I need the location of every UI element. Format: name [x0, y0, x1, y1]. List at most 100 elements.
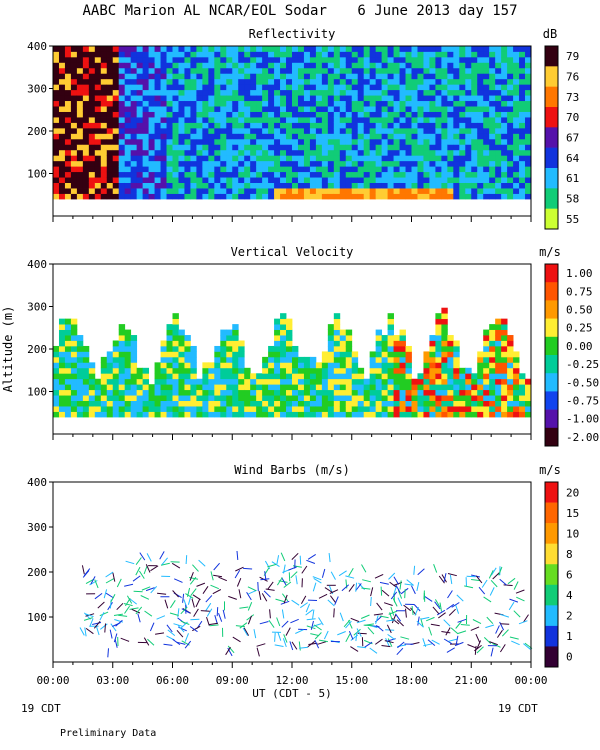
wind-barb [92, 622, 102, 625]
heatmap-cell [166, 362, 173, 369]
heatmap-cell [375, 395, 383, 401]
heatmap-cell [154, 56, 161, 63]
heatmap-cell [100, 78, 108, 85]
wind-barb [149, 622, 155, 632]
heatmap-cell [447, 51, 454, 58]
heatmap-cell [166, 324, 173, 330]
heatmap-cell [411, 138, 418, 145]
heatmap-cell [226, 335, 233, 341]
heatmap-cell [321, 51, 329, 58]
heatmap-cell [387, 62, 394, 69]
heatmap-cell [124, 127, 132, 134]
heatmap-cell [501, 351, 508, 358]
heatmap-cell [70, 160, 78, 167]
heatmap-cell [58, 100, 66, 107]
heatmap-cell [315, 127, 323, 134]
heatmap-cell [262, 117, 269, 123]
heatmap-cell [112, 133, 120, 140]
heatmap-cell [160, 133, 167, 140]
heatmap-cell [280, 122, 287, 129]
wind-barb [483, 637, 492, 644]
heatmap-cell [471, 373, 478, 380]
heatmap-cell [53, 62, 60, 69]
heatmap-cell [513, 67, 520, 74]
heatmap-cell [130, 144, 138, 151]
heatmap-cell [214, 384, 221, 391]
heatmap-cell [471, 155, 478, 162]
wind-barb [386, 624, 392, 634]
heatmap-cell [429, 111, 436, 118]
heatmap-cell [256, 171, 263, 178]
heatmap-cell [172, 188, 179, 194]
heatmap-cell [226, 144, 233, 151]
heatmap-cell [465, 367, 472, 374]
heatmap-cell [471, 384, 478, 391]
wind-barb [496, 629, 503, 638]
heatmap-cell [519, 406, 526, 412]
heatmap-cell [106, 117, 114, 123]
heatmap-cell [166, 384, 173, 391]
wind-barb [471, 579, 481, 582]
heatmap-cell [465, 122, 472, 129]
heatmap-cell [256, 95, 263, 102]
wind-barb [99, 611, 109, 617]
heatmap-cell [333, 149, 341, 156]
heatmap-cell [118, 395, 126, 401]
heatmap-cell [136, 188, 144, 194]
heatmap-cell [136, 144, 144, 151]
heatmap-cell [76, 384, 84, 391]
wind-barb [447, 573, 457, 577]
heatmap-cell [268, 166, 275, 173]
heatmap-cell [303, 138, 311, 145]
heatmap-cell [393, 171, 400, 178]
heatmap-cell [495, 335, 502, 341]
heatmap-cell [88, 78, 96, 85]
heatmap-cell [495, 345, 502, 352]
heatmap-cell [130, 340, 138, 347]
heatmap-cell [453, 46, 460, 52]
heatmap-cell [286, 89, 293, 96]
heatmap-cell [357, 100, 365, 107]
heatmap-cell [339, 362, 347, 369]
heatmap-cell [435, 324, 442, 330]
heatmap-cell [76, 56, 84, 63]
colorbar-label: -0.50 [566, 376, 599, 389]
heatmap-cell [369, 356, 377, 363]
heatmap-cell [501, 335, 508, 341]
heatmap-cell [375, 340, 383, 347]
wind-barb [476, 640, 482, 649]
heatmap-cell [280, 89, 287, 96]
heatmap-cell [94, 127, 102, 134]
heatmap-cell [525, 133, 532, 140]
heatmap-cell [303, 117, 311, 123]
heatmap-cell [297, 84, 305, 91]
heatmap-cell [513, 356, 520, 363]
heatmap-cell [525, 111, 532, 118]
heatmap-cell [214, 177, 221, 183]
heatmap-cell [483, 356, 490, 363]
wind-barb [156, 615, 166, 620]
heatmap-cell [471, 95, 478, 102]
wind-barb [124, 598, 131, 607]
wind-barb [434, 601, 441, 610]
heatmap-cell [297, 138, 305, 145]
heatmap-cell [250, 138, 257, 145]
heatmap-cell [477, 155, 484, 162]
heatmap-cell [280, 193, 287, 200]
heatmap-cell [375, 182, 383, 189]
heatmap-cell [327, 324, 335, 330]
heatmap-cell [226, 378, 233, 385]
heatmap-cell [327, 84, 335, 91]
heatmap-cell [453, 56, 460, 63]
heatmap-cell [381, 356, 389, 363]
heatmap-cell [507, 340, 514, 347]
heatmap-cell [435, 51, 442, 58]
heatmap-cell [280, 67, 287, 74]
heatmap-cell [345, 84, 353, 91]
heatmap-cell [435, 133, 442, 140]
heatmap-cell [405, 171, 412, 178]
heatmap-cell [220, 411, 227, 418]
heatmap-cell [303, 378, 311, 385]
heatmap-cell [429, 127, 436, 134]
heatmap-cell [220, 362, 227, 369]
